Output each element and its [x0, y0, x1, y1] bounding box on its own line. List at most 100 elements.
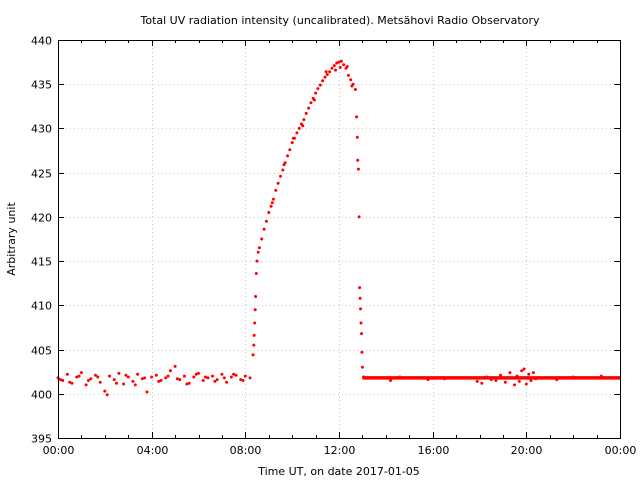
data-point — [321, 79, 325, 83]
data-point — [58, 378, 62, 382]
data-point — [358, 296, 362, 300]
data-point — [105, 393, 109, 397]
data-point — [489, 378, 493, 382]
data-point — [136, 372, 140, 376]
data-point — [307, 106, 311, 110]
data-point — [330, 66, 334, 70]
data-point — [115, 381, 118, 385]
data-point — [254, 295, 258, 298]
grid — [58, 40, 620, 438]
data-point — [360, 365, 364, 369]
data-point — [295, 131, 299, 135]
data-point — [241, 379, 245, 382]
data-point — [524, 382, 528, 386]
data-point — [211, 374, 214, 378]
data-point — [358, 286, 362, 290]
data-point — [513, 383, 517, 387]
data-point — [84, 383, 88, 387]
data-point — [77, 374, 81, 378]
data-point — [304, 111, 308, 115]
y-axis-label: Arbitrary unit — [5, 202, 18, 276]
data-point — [571, 375, 575, 379]
data-point — [515, 374, 519, 378]
x-tick-label: 12:00 — [324, 444, 356, 457]
data-point — [282, 163, 286, 167]
data-point — [133, 383, 137, 387]
data-point — [290, 141, 294, 145]
data-point — [253, 308, 257, 312]
data-point — [253, 321, 257, 325]
data-point — [70, 381, 74, 385]
data-point — [187, 381, 191, 385]
data-point — [194, 372, 198, 376]
data-point — [251, 353, 255, 357]
data-point — [182, 374, 186, 378]
data-point — [166, 374, 170, 378]
data-point — [356, 167, 360, 171]
data-point — [271, 197, 275, 201]
data-point — [337, 60, 341, 64]
data-point — [150, 375, 154, 379]
data-point — [485, 375, 488, 379]
data-point — [494, 379, 498, 382]
data-point — [318, 83, 322, 87]
data-point — [178, 378, 182, 382]
y-tick-label: 420 — [31, 212, 52, 225]
data-point — [192, 375, 196, 379]
data-point — [339, 59, 343, 63]
data-point — [286, 154, 289, 158]
data-point — [89, 377, 93, 381]
data-point — [126, 375, 130, 379]
y-tick-label: 440 — [31, 35, 52, 48]
x-tick-label: 20:00 — [511, 444, 543, 457]
data-point — [222, 376, 226, 380]
data-point — [349, 78, 353, 82]
data-point — [267, 211, 271, 214]
data-point — [389, 379, 392, 382]
data-point — [79, 371, 83, 375]
data-point — [297, 126, 301, 130]
data-point — [131, 379, 135, 383]
data-point — [442, 377, 446, 381]
data-point — [356, 158, 360, 162]
data-point — [225, 380, 229, 384]
plot-frame — [58, 40, 621, 439]
y-tick-label: 435 — [31, 79, 52, 92]
data-point — [140, 377, 144, 381]
data-point — [520, 369, 524, 373]
data-point — [255, 259, 259, 263]
data-point — [281, 168, 285, 172]
data-point — [213, 379, 217, 383]
data-point — [269, 204, 273, 208]
data-point — [302, 118, 306, 122]
data-point — [239, 378, 243, 382]
data-point — [252, 343, 256, 347]
data-point — [256, 250, 260, 254]
data-point — [257, 246, 261, 250]
y-tick-label: 400 — [31, 389, 52, 402]
data-point — [508, 371, 512, 375]
data-point — [122, 382, 126, 386]
data-point — [555, 378, 559, 382]
data-point — [360, 332, 363, 336]
data-point — [324, 70, 328, 74]
data-point — [206, 376, 210, 380]
data-point — [264, 219, 268, 223]
data-point — [291, 136, 295, 140]
data-point — [357, 215, 361, 219]
data-point — [355, 115, 359, 119]
data-point — [301, 124, 305, 128]
data-point — [65, 372, 69, 376]
axes: 395 400 405 410 415 420 425 430 435 440 00:00 04:00… — [31, 35, 636, 458]
data-point — [312, 98, 316, 102]
data-point — [98, 380, 102, 384]
y-tick-label: 405 — [31, 345, 52, 358]
x-tick-label: 16:00 — [418, 444, 450, 457]
data-point — [229, 375, 233, 379]
data-point — [350, 84, 354, 88]
data-point — [232, 372, 236, 376]
data-point — [248, 376, 252, 380]
data-point — [154, 373, 158, 377]
data-point — [204, 375, 207, 379]
y-tick-label: 395 — [31, 433, 52, 446]
